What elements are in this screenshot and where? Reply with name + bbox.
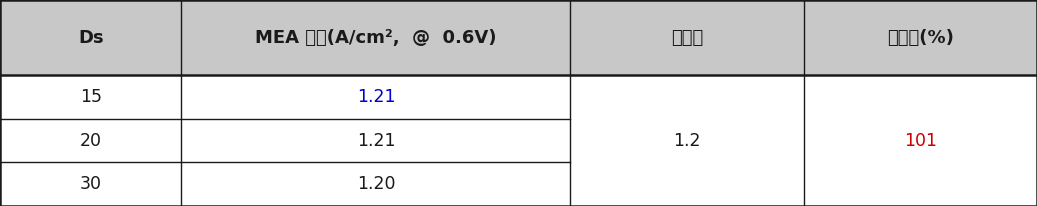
- Text: 15: 15: [80, 88, 102, 106]
- Bar: [181, 162, 570, 206]
- Text: 달성율(%): 달성율(%): [887, 29, 954, 47]
- Text: 20: 20: [80, 132, 102, 150]
- Bar: [0, 119, 181, 162]
- Bar: [804, 0, 1037, 75]
- Bar: [570, 119, 804, 162]
- Bar: [804, 162, 1037, 206]
- Text: 1.21: 1.21: [357, 132, 395, 150]
- Bar: [570, 0, 804, 75]
- Bar: [181, 75, 570, 119]
- Text: Ds: Ds: [78, 29, 104, 47]
- Bar: [804, 75, 1037, 119]
- Bar: [0, 0, 181, 75]
- Text: MEA 성능(A/cm²,  @  0.6V): MEA 성능(A/cm², @ 0.6V): [255, 29, 497, 47]
- Bar: [0, 162, 181, 206]
- Bar: [181, 119, 570, 162]
- Bar: [570, 162, 804, 206]
- Text: 101: 101: [904, 132, 936, 150]
- Text: 목표치: 목표치: [671, 29, 703, 47]
- Bar: [570, 75, 804, 119]
- Bar: [0, 75, 181, 119]
- Text: 30: 30: [80, 175, 102, 193]
- Bar: [804, 119, 1037, 162]
- Bar: [181, 0, 570, 75]
- Text: 1.20: 1.20: [357, 175, 395, 193]
- Text: 1.2: 1.2: [673, 132, 701, 150]
- Text: 1.21: 1.21: [357, 88, 395, 106]
